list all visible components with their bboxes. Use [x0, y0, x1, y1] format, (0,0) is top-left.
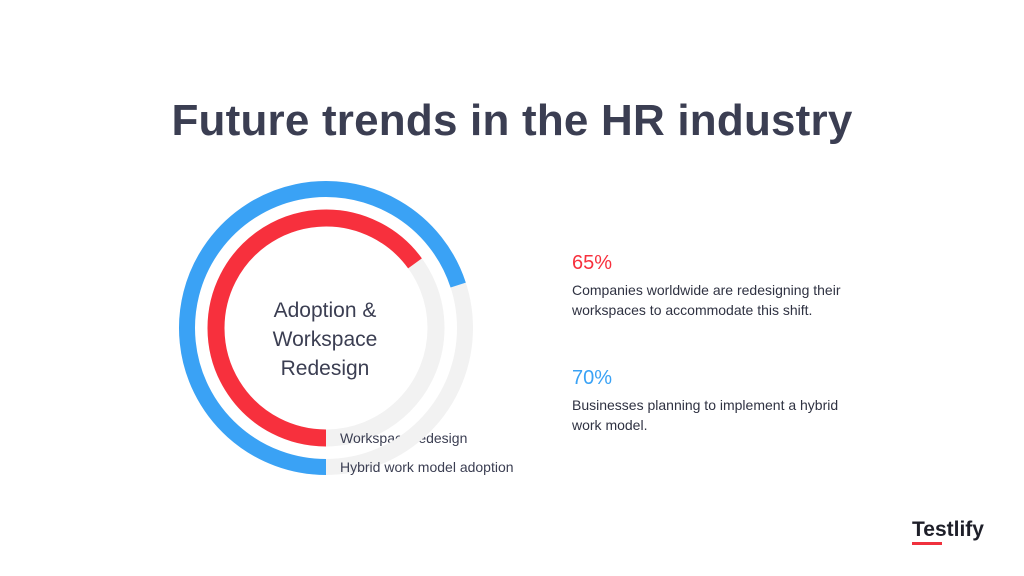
series-label: Hybrid work model adoption — [340, 459, 514, 475]
stat-percentage: 65% — [572, 252, 613, 274]
stat-workspace-redesign: 65% Companies worldwide are redesigning … — [572, 250, 872, 320]
logo-accent-underline — [912, 542, 942, 545]
chart-center-label: Adoption & Workspace Redesign — [272, 299, 378, 380]
stat-description: Companies worldwide are redesigning thei… — [572, 282, 841, 318]
testlify-logo: Testlify — [912, 518, 984, 541]
stat-percentage: 70% — [572, 367, 613, 389]
stat-hybrid-work: 70% Businesses planning to implement a h… — [572, 365, 872, 435]
page-title: Future trends in the HR industry — [171, 96, 853, 145]
ring-bar-hybrid-work-model-adoption — [179, 181, 466, 475]
ring-bar-workspace-redesign — [207, 209, 422, 447]
stat-description: Businesses planning to implement a hybri… — [572, 397, 839, 433]
